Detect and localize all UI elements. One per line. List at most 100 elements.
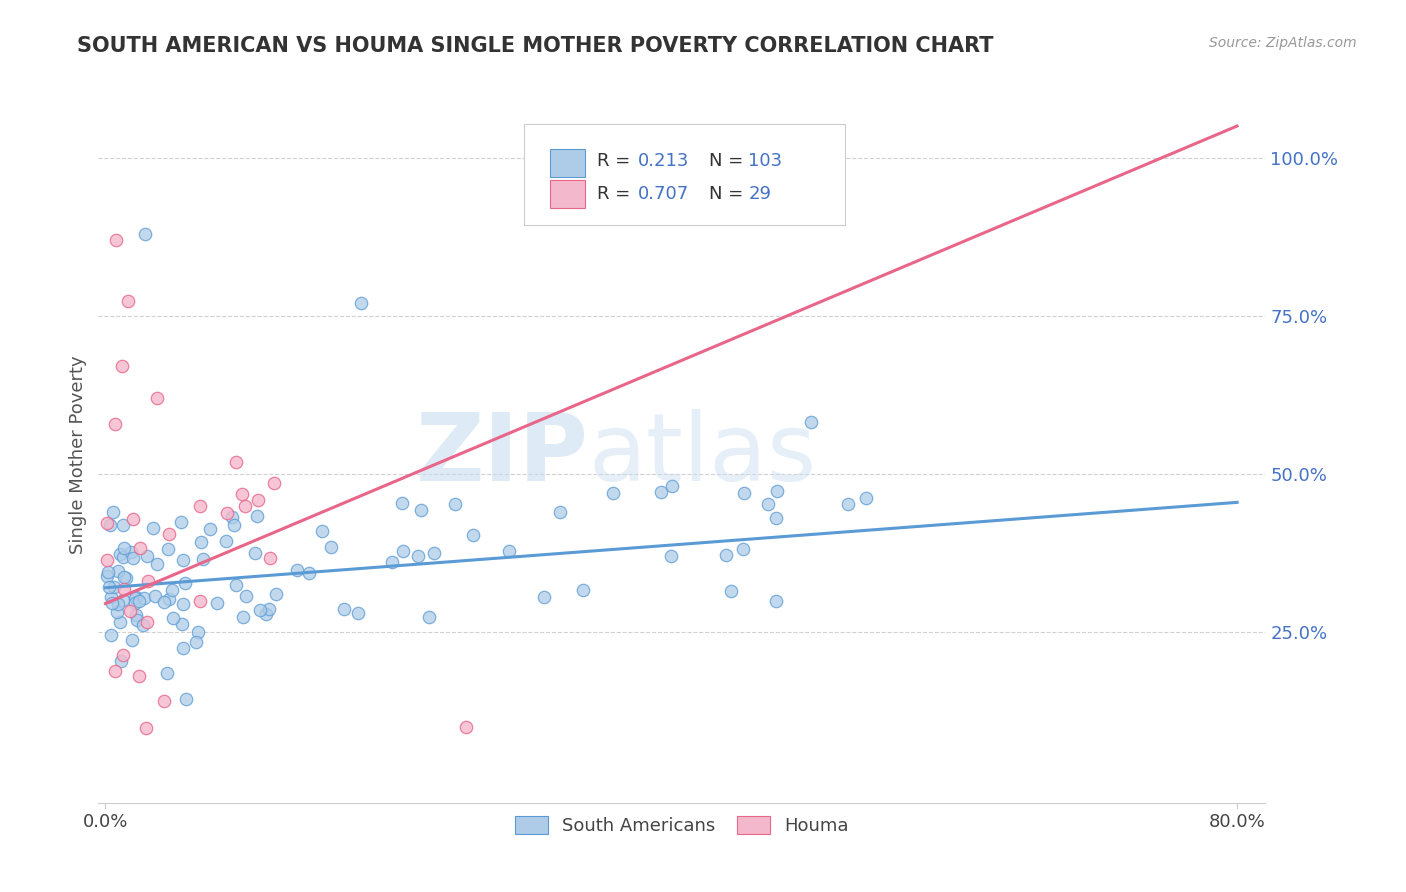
Point [105, 606, 128, 620]
Point [190, 499, 212, 513]
Point [173, 552, 195, 566]
Point [463, 528, 485, 542]
Point [125, 590, 148, 604]
Point [174, 692, 197, 706]
Point [110, 654, 132, 668]
Point [765, 594, 787, 608]
Point [103, 580, 125, 594]
Point [125, 607, 148, 622]
Point [422, 546, 444, 560]
Point [246, 508, 269, 523]
Point [188, 593, 211, 607]
Text: R =: R = [596, 153, 636, 170]
Point [104, 417, 127, 431]
Point [118, 604, 141, 618]
Point [837, 497, 859, 511]
Point [173, 575, 195, 590]
Point [215, 534, 238, 549]
Point [146, 557, 169, 571]
Point [100, 590, 122, 604]
Point [112, 570, 135, 584]
Point [143, 589, 166, 603]
Point [456, 720, 478, 734]
Point [221, 509, 243, 524]
Point [572, 583, 595, 598]
Point [855, 491, 877, 505]
Point [184, 634, 207, 648]
Point [602, 486, 624, 500]
Point [170, 616, 193, 631]
Bar [550, 180, 585, 208]
Point [96, 516, 118, 530]
Point [156, 665, 179, 680]
Text: 29: 29 [748, 185, 772, 203]
Point [800, 415, 823, 429]
Point [650, 484, 672, 499]
Point [233, 499, 256, 513]
Point [124, 596, 146, 610]
Point [187, 624, 209, 639]
Point [127, 613, 149, 627]
Point [108, 615, 131, 629]
Point [190, 534, 212, 549]
Point [152, 595, 174, 609]
Point [409, 503, 432, 517]
Point [121, 632, 143, 647]
Point [122, 512, 145, 526]
Point [157, 592, 180, 607]
Point [311, 524, 333, 538]
Point [766, 483, 789, 498]
Point [733, 541, 755, 556]
Point [720, 583, 742, 598]
Point [347, 606, 370, 620]
Text: 0.707: 0.707 [637, 185, 689, 203]
Point [132, 618, 155, 632]
Point [765, 511, 787, 525]
Point [122, 551, 145, 566]
Point [111, 593, 134, 607]
Point [134, 227, 156, 241]
Point [101, 596, 124, 610]
Point [498, 544, 520, 558]
Point [153, 694, 176, 708]
Text: Source: ZipAtlas.com: Source: ZipAtlas.com [1209, 36, 1357, 50]
Text: N =: N = [709, 185, 749, 203]
Point [111, 518, 134, 533]
Point [120, 545, 142, 559]
Point [162, 611, 184, 625]
Point [391, 496, 413, 510]
Point [146, 391, 169, 405]
Point [392, 544, 415, 558]
Point [136, 615, 159, 629]
Point [105, 233, 128, 247]
Point [136, 574, 159, 589]
Point [104, 664, 127, 678]
Point [160, 582, 183, 597]
Point [661, 479, 683, 493]
Text: N =: N = [709, 153, 749, 170]
Point [172, 597, 194, 611]
Point [298, 566, 321, 580]
Point [225, 455, 247, 469]
Point [193, 552, 215, 566]
Point [198, 522, 221, 536]
Point [114, 571, 136, 585]
Point [128, 669, 150, 683]
Point [406, 549, 429, 564]
Point [108, 547, 131, 561]
Point [98, 580, 121, 594]
Legend: South Americans, Houma: South Americans, Houma [508, 809, 856, 842]
Point [111, 648, 134, 662]
Point [332, 601, 354, 615]
Point [249, 603, 271, 617]
Point [172, 641, 194, 656]
Point [246, 493, 269, 508]
Point [97, 566, 120, 580]
Point [111, 359, 134, 374]
FancyBboxPatch shape [524, 124, 845, 226]
Point [134, 591, 156, 605]
Point [111, 549, 134, 564]
Point [231, 487, 253, 501]
Point [285, 563, 308, 577]
Point [100, 628, 122, 642]
